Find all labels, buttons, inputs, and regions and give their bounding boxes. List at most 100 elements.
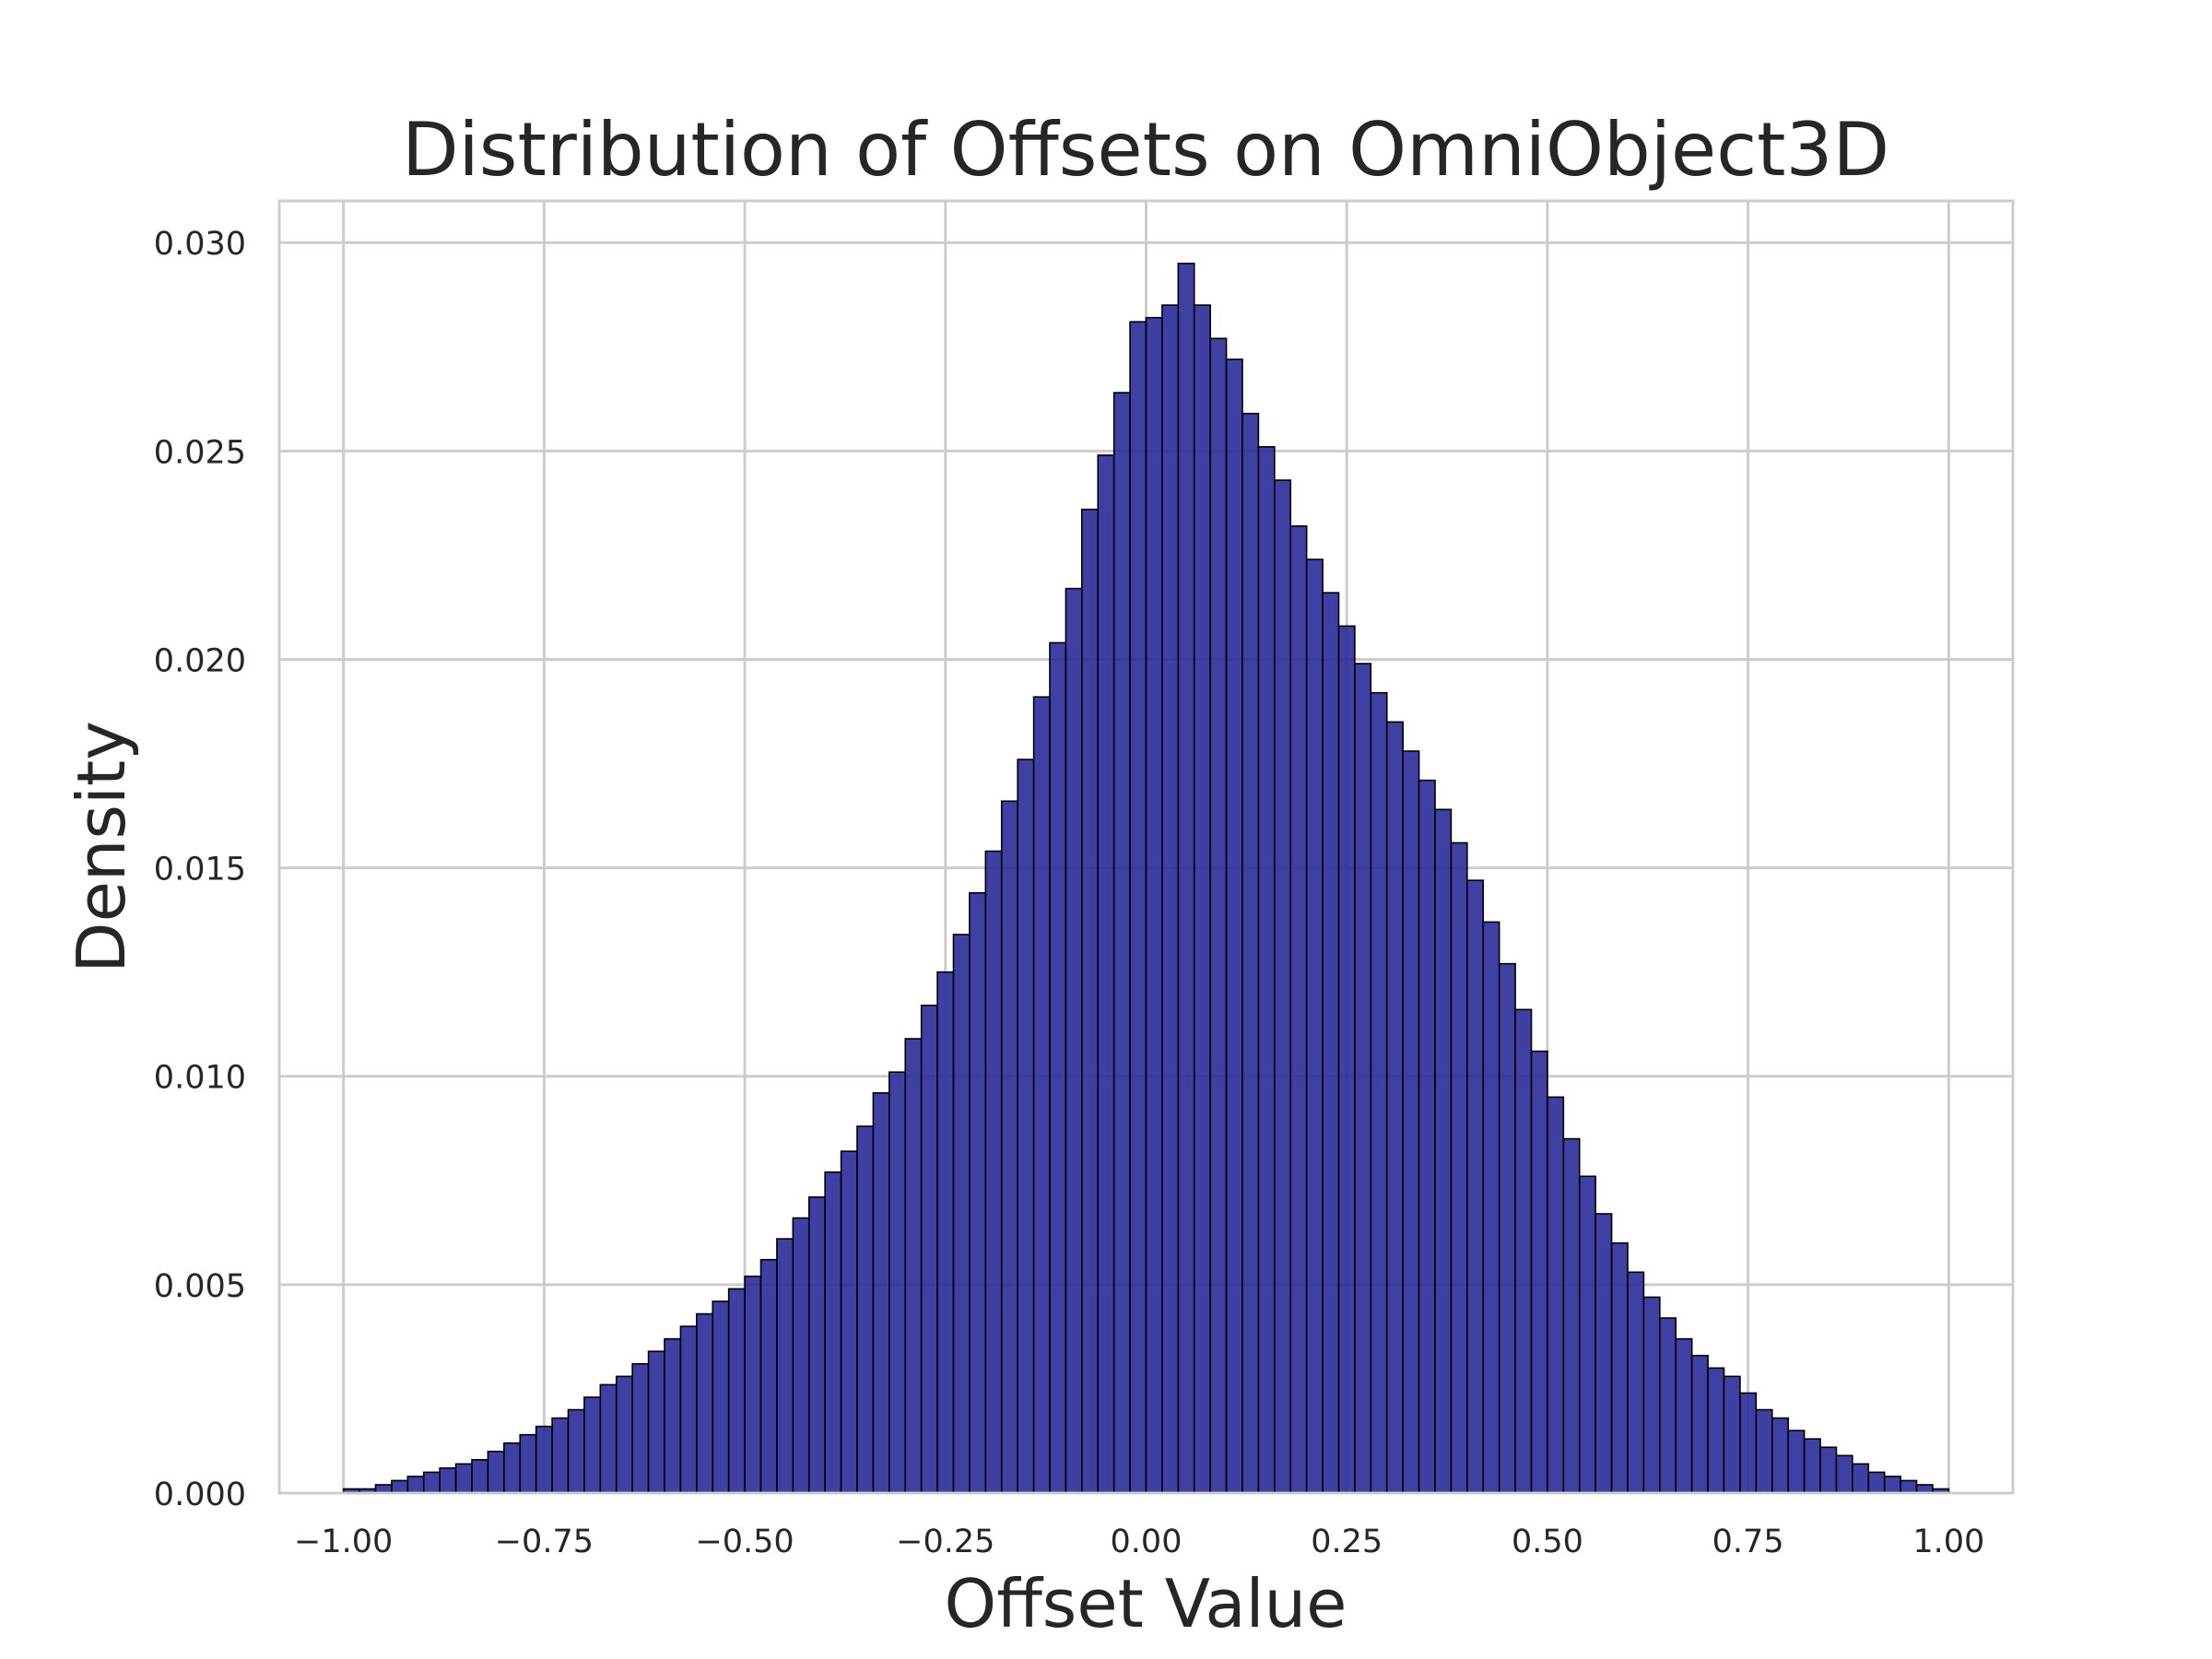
histogram-bar: [1193, 304, 1211, 1494]
histogram-bar: [712, 1300, 730, 1494]
histogram-bar: [824, 1171, 842, 1494]
histogram-bar: [647, 1350, 665, 1494]
histogram-bar: [1145, 316, 1163, 1494]
histogram-bar: [1835, 1454, 1853, 1494]
histogram-bar: [1707, 1367, 1725, 1494]
histogram-bar: [969, 891, 987, 1494]
x-tick-label: 1.00: [1912, 1524, 1984, 1560]
histogram-bar: [1723, 1375, 1741, 1494]
histogram-bar: [872, 1092, 890, 1494]
histogram-bar: [615, 1375, 633, 1494]
histogram-bar: [551, 1417, 570, 1494]
chart-title: Distribution of Offsets on OmniObject3D: [402, 107, 1889, 193]
x-tick-label: −0.25: [896, 1524, 994, 1560]
histogram-bar: [984, 850, 1003, 1494]
y-tick-label: 0.000: [154, 1477, 246, 1513]
histogram-bar: [1547, 1096, 1565, 1494]
plot-frame: [277, 199, 2015, 1495]
histogram-bar: [1337, 625, 1356, 1494]
histogram-bar: [1370, 691, 1388, 1494]
histogram-bar: [1000, 800, 1018, 1494]
y-tick-label: 0.005: [154, 1268, 246, 1305]
histogram-bar: [1482, 921, 1500, 1494]
histogram-bar: [487, 1450, 505, 1494]
histogram-bar: [1274, 479, 1292, 1494]
histogram-bar: [856, 1125, 875, 1494]
histogram-bar: [583, 1396, 602, 1494]
histogram-bar: [1739, 1392, 1758, 1494]
y-tick-label: 0.030: [154, 226, 246, 263]
x-tick-label: −1.00: [294, 1524, 393, 1560]
x-axis-label: Offset Value: [945, 1565, 1347, 1642]
histogram-bar: [1177, 263, 1195, 1494]
histogram-bar: [1787, 1430, 1806, 1494]
histogram-bar: [1627, 1271, 1645, 1494]
histogram-bar: [1241, 412, 1260, 1494]
histogram-bar: [1755, 1408, 1773, 1494]
histogram-bar: [1129, 321, 1147, 1494]
histogram-bar: [1032, 696, 1051, 1494]
histogram-bar: [1049, 641, 1067, 1494]
histogram-bar: [1900, 1479, 1918, 1494]
histogram-bar: [1819, 1446, 1838, 1494]
histogram-bar: [1578, 1175, 1596, 1494]
histogram-bar: [1562, 1137, 1581, 1494]
histogram-bar: [727, 1288, 746, 1494]
histogram-bar: [1418, 779, 1436, 1494]
histogram-bar: [1305, 559, 1324, 1494]
histogram-bar: [1322, 592, 1340, 1494]
y-tick-labels: 0.000 0.005 0.010 0.015 0.020 0.025 0.030: [154, 226, 246, 1513]
x-tick-label: 0.75: [1712, 1524, 1784, 1560]
histogram-bar: [1771, 1417, 1789, 1494]
histogram-bar: [888, 1071, 907, 1494]
histogram-bar: [391, 1479, 409, 1494]
x-tick-label: 0.25: [1311, 1524, 1382, 1560]
histogram-bar: [1803, 1438, 1821, 1494]
histogram-bar: [696, 1312, 714, 1494]
y-tick-label: 0.015: [154, 852, 246, 888]
histogram-bar: [1209, 337, 1228, 1494]
histogram-bar: [439, 1467, 457, 1494]
x-tick-label: 0.50: [1512, 1524, 1583, 1560]
histogram-bar: [1642, 1296, 1661, 1494]
histogram-bar: [422, 1471, 441, 1494]
histogram-bar: [454, 1463, 473, 1494]
histogram-bar: [519, 1433, 537, 1494]
histogram-bar: [1530, 1050, 1548, 1494]
histogram-bar: [1354, 663, 1372, 1494]
histogram-bar: [1690, 1354, 1709, 1494]
y-axis-label: Density: [63, 721, 140, 973]
histogram-bar: [1402, 750, 1420, 1494]
histogram-bar: [744, 1276, 762, 1494]
histogram-bar: [406, 1476, 425, 1494]
histogram-bar: [840, 1150, 858, 1494]
histogram-bar: [679, 1325, 698, 1494]
histogram-bar: [1161, 304, 1180, 1494]
x-tick-label: −0.50: [695, 1524, 794, 1560]
histogram-bar: [1385, 721, 1404, 1494]
histogram-bar: [1097, 454, 1115, 1494]
histogram-bar: [1017, 759, 1035, 1494]
histogram-bar: [759, 1258, 778, 1494]
y-tick-label: 0.010: [154, 1060, 246, 1097]
histogram-bar: [1112, 392, 1131, 1494]
histogram-bar: [1867, 1471, 1886, 1494]
histogram-bar: [936, 971, 955, 1494]
histogram-bar: [776, 1238, 794, 1494]
histogram-bar: [1675, 1337, 1693, 1494]
histogram-bar: [1450, 841, 1468, 1494]
histogram-bar: [952, 934, 971, 1494]
histogram-bar: [1659, 1317, 1677, 1494]
y-tick-label: 0.025: [154, 434, 246, 471]
histogram-bar: [1081, 508, 1100, 1494]
x-tick-label: 0.00: [1111, 1524, 1182, 1560]
y-tick-label: 0.020: [154, 642, 246, 679]
histogram-bar: [1257, 446, 1276, 1494]
histogram-bar: [1610, 1241, 1629, 1494]
histogram-bar: [567, 1408, 585, 1494]
histogram-bar: [599, 1383, 618, 1494]
histogram-bar: [1498, 962, 1516, 1494]
histogram-bar: [664, 1337, 682, 1494]
histogram-bar: [807, 1196, 826, 1494]
